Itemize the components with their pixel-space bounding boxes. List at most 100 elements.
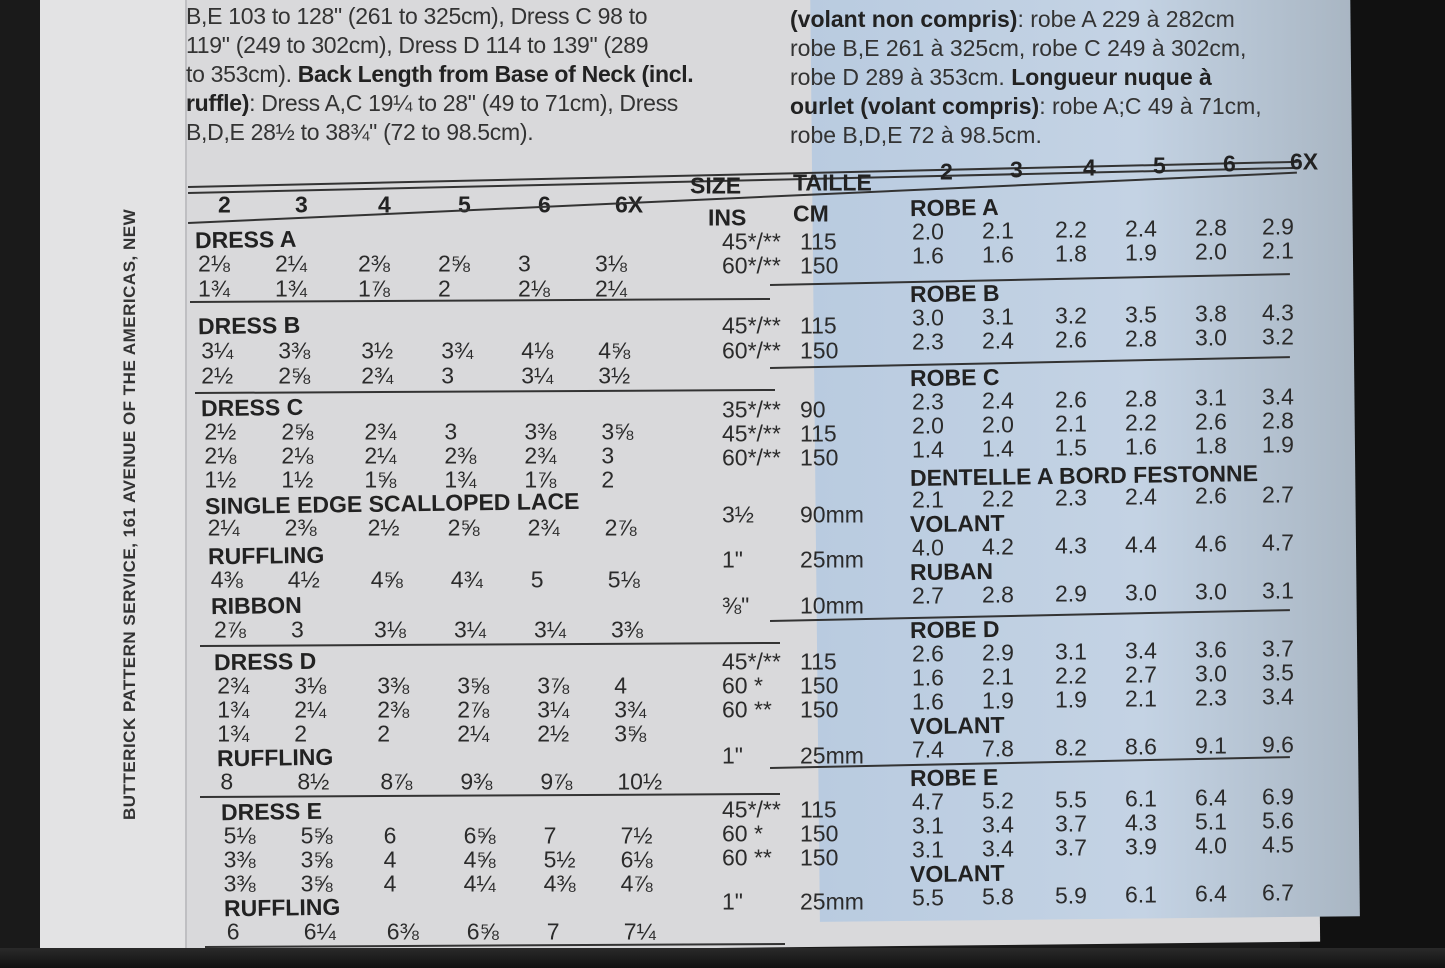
- yardage-cell: 4⅝: [598, 337, 631, 364]
- metrage-cell: 4.6: [1195, 530, 1227, 557]
- metrage-cell: 3.4: [1262, 383, 1294, 410]
- metrage-cell: 2.6: [1055, 326, 1087, 353]
- metrage-cell: 8.6: [1125, 733, 1157, 760]
- metrage-cell: 2.3: [1195, 684, 1227, 711]
- publisher-address: BUTTERICK PATTERN SERVICE, 161 AVENUE OF…: [120, 208, 139, 820]
- fabric-width-cm: 25mm: [800, 742, 864, 769]
- yardage-cell: 9⅜: [460, 768, 493, 795]
- metrage-cell: 2.0: [1195, 238, 1227, 265]
- yardage-cell: 5: [530, 566, 544, 593]
- metrage-cell: 3.4: [982, 835, 1014, 862]
- yardage-cell: 3⅛: [294, 672, 327, 699]
- yardage-cell: 3½: [361, 337, 394, 364]
- yardage-cell: 2¼: [364, 442, 397, 469]
- metrage-cell: 5.6: [1262, 807, 1294, 834]
- metrage-cell: 3.4: [1262, 683, 1294, 710]
- yardage-cell: 2¼: [457, 720, 490, 747]
- yardage-cell: 3⅜: [524, 418, 557, 445]
- fabric-width-ins: 3½: [722, 501, 754, 528]
- metrage-cell: 6.7: [1262, 879, 1294, 906]
- yardage-cell: 1½: [281, 466, 314, 493]
- yardage-cell: 2: [601, 466, 615, 493]
- yardage-cell: 1⅝: [364, 466, 397, 493]
- fabric-width-ins: 60 **: [722, 696, 772, 723]
- fabric-width-ins: 1": [722, 546, 743, 573]
- metrage-cell: 2.1: [1262, 237, 1294, 264]
- fabric-width-ins: 60 *: [722, 672, 763, 699]
- metrage-cell: 9.1: [1195, 732, 1227, 759]
- yardage-cell: 2¼: [207, 514, 240, 541]
- yardage-cell: 3⅜: [223, 870, 256, 897]
- taille-label: TAILLE: [793, 169, 872, 196]
- metrage-cell: 2.6: [1055, 386, 1087, 413]
- yardage-cell: 3: [601, 442, 615, 469]
- metrage-cell: 6.4: [1195, 784, 1227, 811]
- yardage-cell: 3¾: [441, 337, 474, 364]
- metrage-cell: 3.0: [1195, 324, 1227, 351]
- yardage-cell: 7: [546, 918, 560, 945]
- fabric-width-cm: 150: [800, 252, 839, 279]
- metrage-cell: 3.4: [1125, 637, 1157, 664]
- metrage-cell: 2.0: [912, 412, 944, 439]
- yardage-cell: 4⅝: [370, 566, 403, 593]
- yardage-cell: 2½: [201, 362, 234, 389]
- yardage-cell: 10½: [617, 768, 663, 795]
- metrage-cell: 3.0: [1195, 578, 1227, 605]
- metrage-cell: 4.3: [1055, 532, 1087, 559]
- taille-header: 2: [940, 158, 953, 185]
- robe-section-label: VOLANT: [909, 859, 1005, 888]
- fabric-width-ins: 1": [722, 888, 743, 915]
- robe-section-label: ROBE A: [909, 193, 999, 222]
- yardage-cell: 5⅛: [607, 566, 640, 593]
- measurement-text-fr: robe D 289 à 353cm. Longueur nuque à: [790, 64, 1212, 90]
- yardage-cell: 2⅛: [518, 275, 550, 302]
- metrage-cell: 2.1: [982, 663, 1014, 690]
- metrage-cell: 5.9: [1055, 882, 1087, 909]
- metrage-cell: 9.6: [1262, 731, 1294, 758]
- yardage-cell: 2: [377, 720, 390, 747]
- yardage-cell: 4: [383, 870, 397, 897]
- metrage-cell: 3.5: [1262, 659, 1294, 686]
- envelope-side-strip: [40, 0, 187, 955]
- ins-label: INS: [708, 204, 747, 231]
- metrage-cell: 3.2: [1055, 302, 1087, 329]
- yardage-cell: 2⅝: [447, 514, 480, 541]
- metrage-cell: 4.7: [1262, 529, 1294, 556]
- table-surface: [0, 948, 1445, 968]
- metrage-cell: 3.8: [1195, 300, 1227, 327]
- metrage-cell: 1.9: [1125, 239, 1157, 266]
- fabric-width-ins: 60*/**: [722, 444, 781, 471]
- measurement-text-en: 119" (249 to 302cm), Dress D 114 to 139"…: [186, 32, 649, 58]
- yardage-cell: 2⅛: [281, 442, 314, 469]
- yardage-cell: 4¼: [463, 870, 496, 897]
- metrage-cell: 4.5: [1262, 831, 1294, 858]
- yardage-cell: 6⅝: [463, 822, 496, 849]
- yardage-cell: 7: [543, 822, 557, 849]
- fabric-width-cm: 115: [800, 420, 837, 447]
- metrage-cell: 2.4: [1125, 483, 1157, 510]
- fabric-width-cm: 150: [800, 696, 839, 723]
- fabric-width-cm: 150: [800, 672, 839, 699]
- dress-section-label: DRESS D: [214, 647, 317, 676]
- metrage-cell: 1.9: [982, 687, 1014, 714]
- size-header: 4: [378, 191, 391, 218]
- metrage-cell: 4.7: [912, 788, 944, 815]
- yardage-cell: 1⅞: [358, 275, 390, 302]
- yardage-cell: 2¼: [275, 250, 307, 277]
- yardage-cell: 4⅜: [543, 870, 576, 897]
- yardage-cell: 3¼: [201, 337, 234, 364]
- dress-section-label: RIBBON: [210, 591, 302, 620]
- yardage-cell: 6⅜: [386, 918, 419, 945]
- fabric-width-cm: 150: [800, 444, 839, 471]
- measurement-text-fr: ourlet (volant compris): robe A;C 49 à 7…: [790, 93, 1262, 119]
- metrage-cell: 7.8: [982, 735, 1014, 762]
- metrage-cell: 2.6: [1195, 482, 1227, 509]
- metrage-cell: 1.8: [1055, 240, 1087, 267]
- yardage-cell: 6: [383, 822, 397, 849]
- size-header: 2: [218, 191, 231, 218]
- robe-section-label: RUBAN: [909, 557, 994, 586]
- metrage-cell: 4.3: [1262, 299, 1294, 326]
- fabric-width-cm: 25mm: [800, 546, 864, 573]
- metrage-cell: 6.4: [1195, 880, 1227, 907]
- yardage-cell: 3⅜: [278, 337, 311, 364]
